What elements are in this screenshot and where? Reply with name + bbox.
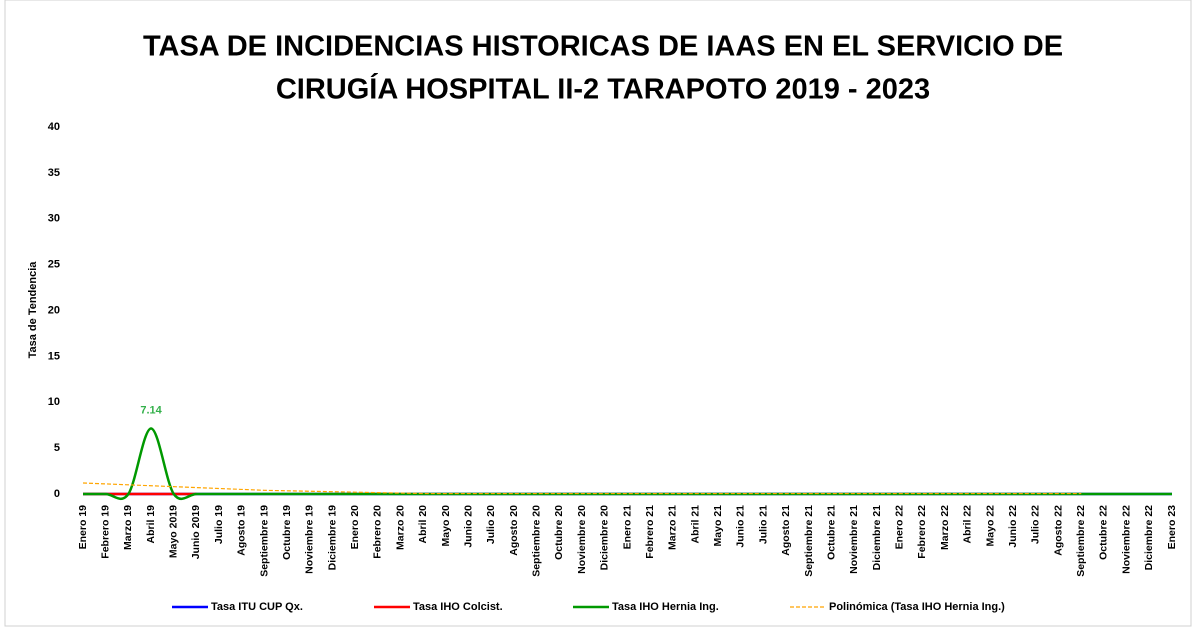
data-label: 7.14	[140, 404, 162, 416]
y-tick-label: 15	[48, 350, 60, 362]
x-tick-label: Julio 19	[213, 505, 225, 544]
x-tick-label: Julio 22	[1030, 505, 1042, 544]
legend-label: Tasa IHO Hernia Ing.	[612, 601, 719, 613]
series-line	[83, 427, 1172, 501]
legend-label: Tasa ITU CUP Qx.	[211, 601, 303, 613]
x-tick-label: Agosto 19	[236, 505, 248, 556]
series-line	[82, 482, 1082, 495]
y-axis-label: Tasa de Tendencia	[27, 261, 39, 359]
x-tick-label: Junio 21	[735, 505, 747, 548]
x-tick-label: Enero 23	[1166, 505, 1178, 550]
x-tick-label: Diciembre 19	[326, 505, 338, 571]
x-tick-label: Mayo 21	[712, 505, 724, 547]
x-tick-label: Junio 20	[462, 505, 474, 548]
x-tick-label: Abril 22	[962, 505, 974, 544]
x-tick-label: Julio 20	[485, 505, 497, 544]
legend-label: Polinómica (Tasa IHO Hernia Ing.)	[829, 601, 1005, 613]
chart-title: CIRUGÍA HOSPITAL II-2 TARAPOTO 2019 - 20…	[276, 72, 930, 106]
y-tick-label: 20	[48, 304, 60, 316]
x-tick-label: Junio 22	[1007, 505, 1019, 548]
x-tick-label: Febrero 22	[916, 505, 928, 559]
x-tick-label: Febrero 20	[372, 505, 384, 559]
x-tick-label: Marzo 20	[394, 505, 406, 550]
x-tick-label: Agosto 20	[508, 505, 520, 556]
x-tick-label: Abril 19	[145, 505, 157, 544]
x-tick-label: Mayo 2019	[168, 505, 180, 558]
x-tick-label: Septiembre 19	[258, 505, 270, 577]
x-tick-label: Agosto 21	[780, 505, 792, 556]
x-tick-label: Mayo 22	[984, 505, 996, 547]
y-tick-label: 30	[48, 213, 60, 225]
x-tick-label: Mayo 20	[440, 505, 452, 547]
x-tick-label: Abril 20	[417, 505, 429, 544]
y-tick-label: 35	[48, 167, 60, 179]
x-tick-label: Septiembre 22	[1075, 505, 1087, 577]
x-tick-label: Junio 2019	[190, 505, 202, 559]
x-tick-label: Octubre 19	[281, 505, 293, 560]
chart-title: TASA DE INCIDENCIAS HISTORICAS DE IAAS E…	[143, 31, 1063, 63]
y-tick-label: 10	[48, 396, 60, 408]
x-tick-label: Diciembre 22	[1143, 505, 1155, 571]
x-tick-label: Agosto 22	[1052, 505, 1064, 556]
x-tick-label: Noviembre 21	[848, 505, 860, 574]
x-tick-label: Diciembre 20	[599, 505, 611, 571]
x-tick-label: Octubre 22	[1098, 505, 1110, 560]
x-tick-label: Octubre 21	[825, 505, 837, 560]
x-tick-label: Enero 22	[894, 505, 906, 550]
x-tick-label: Enero 20	[349, 505, 361, 550]
x-tick-label: Marzo 21	[667, 505, 679, 550]
x-tick-label: Septiembre 21	[803, 505, 815, 577]
x-tick-label: Marzo 22	[939, 505, 951, 550]
frame	[4, 0, 1192, 627]
x-tick-label: Noviembre 19	[304, 505, 316, 574]
legend-label: Tasa IHO Colcist.	[413, 601, 503, 613]
x-tick-label: Abril 21	[689, 505, 701, 544]
y-tick-label: 5	[54, 442, 60, 454]
x-tick-label: Julio 21	[757, 505, 769, 544]
x-tick-label: Marzo 19	[122, 505, 134, 550]
x-tick-label: Enero 21	[621, 505, 633, 550]
x-tick-label: Noviembre 20	[576, 505, 588, 574]
x-tick-label: Octubre 20	[553, 505, 565, 560]
x-tick-label: Noviembre 22	[1120, 505, 1132, 574]
y-tick-label: 0	[54, 488, 60, 500]
x-tick-label: Febrero 19	[99, 505, 111, 559]
x-tick-label: Febrero 21	[644, 505, 656, 559]
x-tick-label: Enero 19	[77, 505, 89, 550]
y-tick-label: 25	[48, 259, 60, 271]
x-tick-label: Septiembre 20	[531, 505, 543, 577]
y-tick-label: 40	[48, 121, 60, 133]
x-tick-label: Diciembre 21	[871, 505, 883, 571]
